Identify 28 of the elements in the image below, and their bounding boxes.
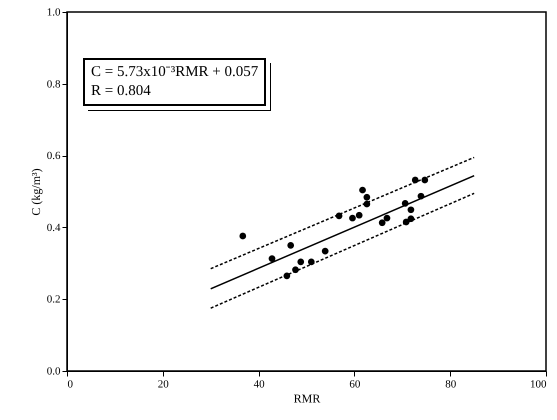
x-tick-label: 0 <box>68 378 74 390</box>
point <box>356 212 363 219</box>
y-tick-label: 1.0 <box>46 6 61 18</box>
y-tick-label: 0.8 <box>46 78 61 90</box>
y-tick-label: 0.4 <box>46 222 61 234</box>
x-tick-label: 20 <box>158 378 170 390</box>
y-tick-label: 0.6 <box>46 150 61 162</box>
annotation: C = 5.73x10⁻³RMR + 0.057 <box>91 63 258 82</box>
annotation: R = 0.804 <box>91 82 152 101</box>
point <box>287 242 294 249</box>
point <box>349 214 356 222</box>
y-tick-label: 0.2 <box>46 294 60 306</box>
y-axis-title: C (kg/m³) <box>28 168 43 216</box>
x-tick-label: 100 <box>530 378 547 390</box>
x-tick-label: 40 <box>254 378 266 390</box>
point <box>297 258 304 266</box>
point <box>378 219 386 226</box>
point <box>384 214 390 222</box>
point <box>239 232 246 240</box>
x-tick-label: 60 <box>349 378 361 390</box>
point <box>322 248 329 254</box>
point <box>268 255 276 262</box>
x-axis-title: RMR <box>294 392 320 406</box>
point <box>359 186 366 194</box>
point <box>408 206 414 214</box>
point <box>364 194 370 201</box>
y-tick-label: 0.0 <box>46 366 61 378</box>
x-tick-label: 80 <box>445 378 457 390</box>
